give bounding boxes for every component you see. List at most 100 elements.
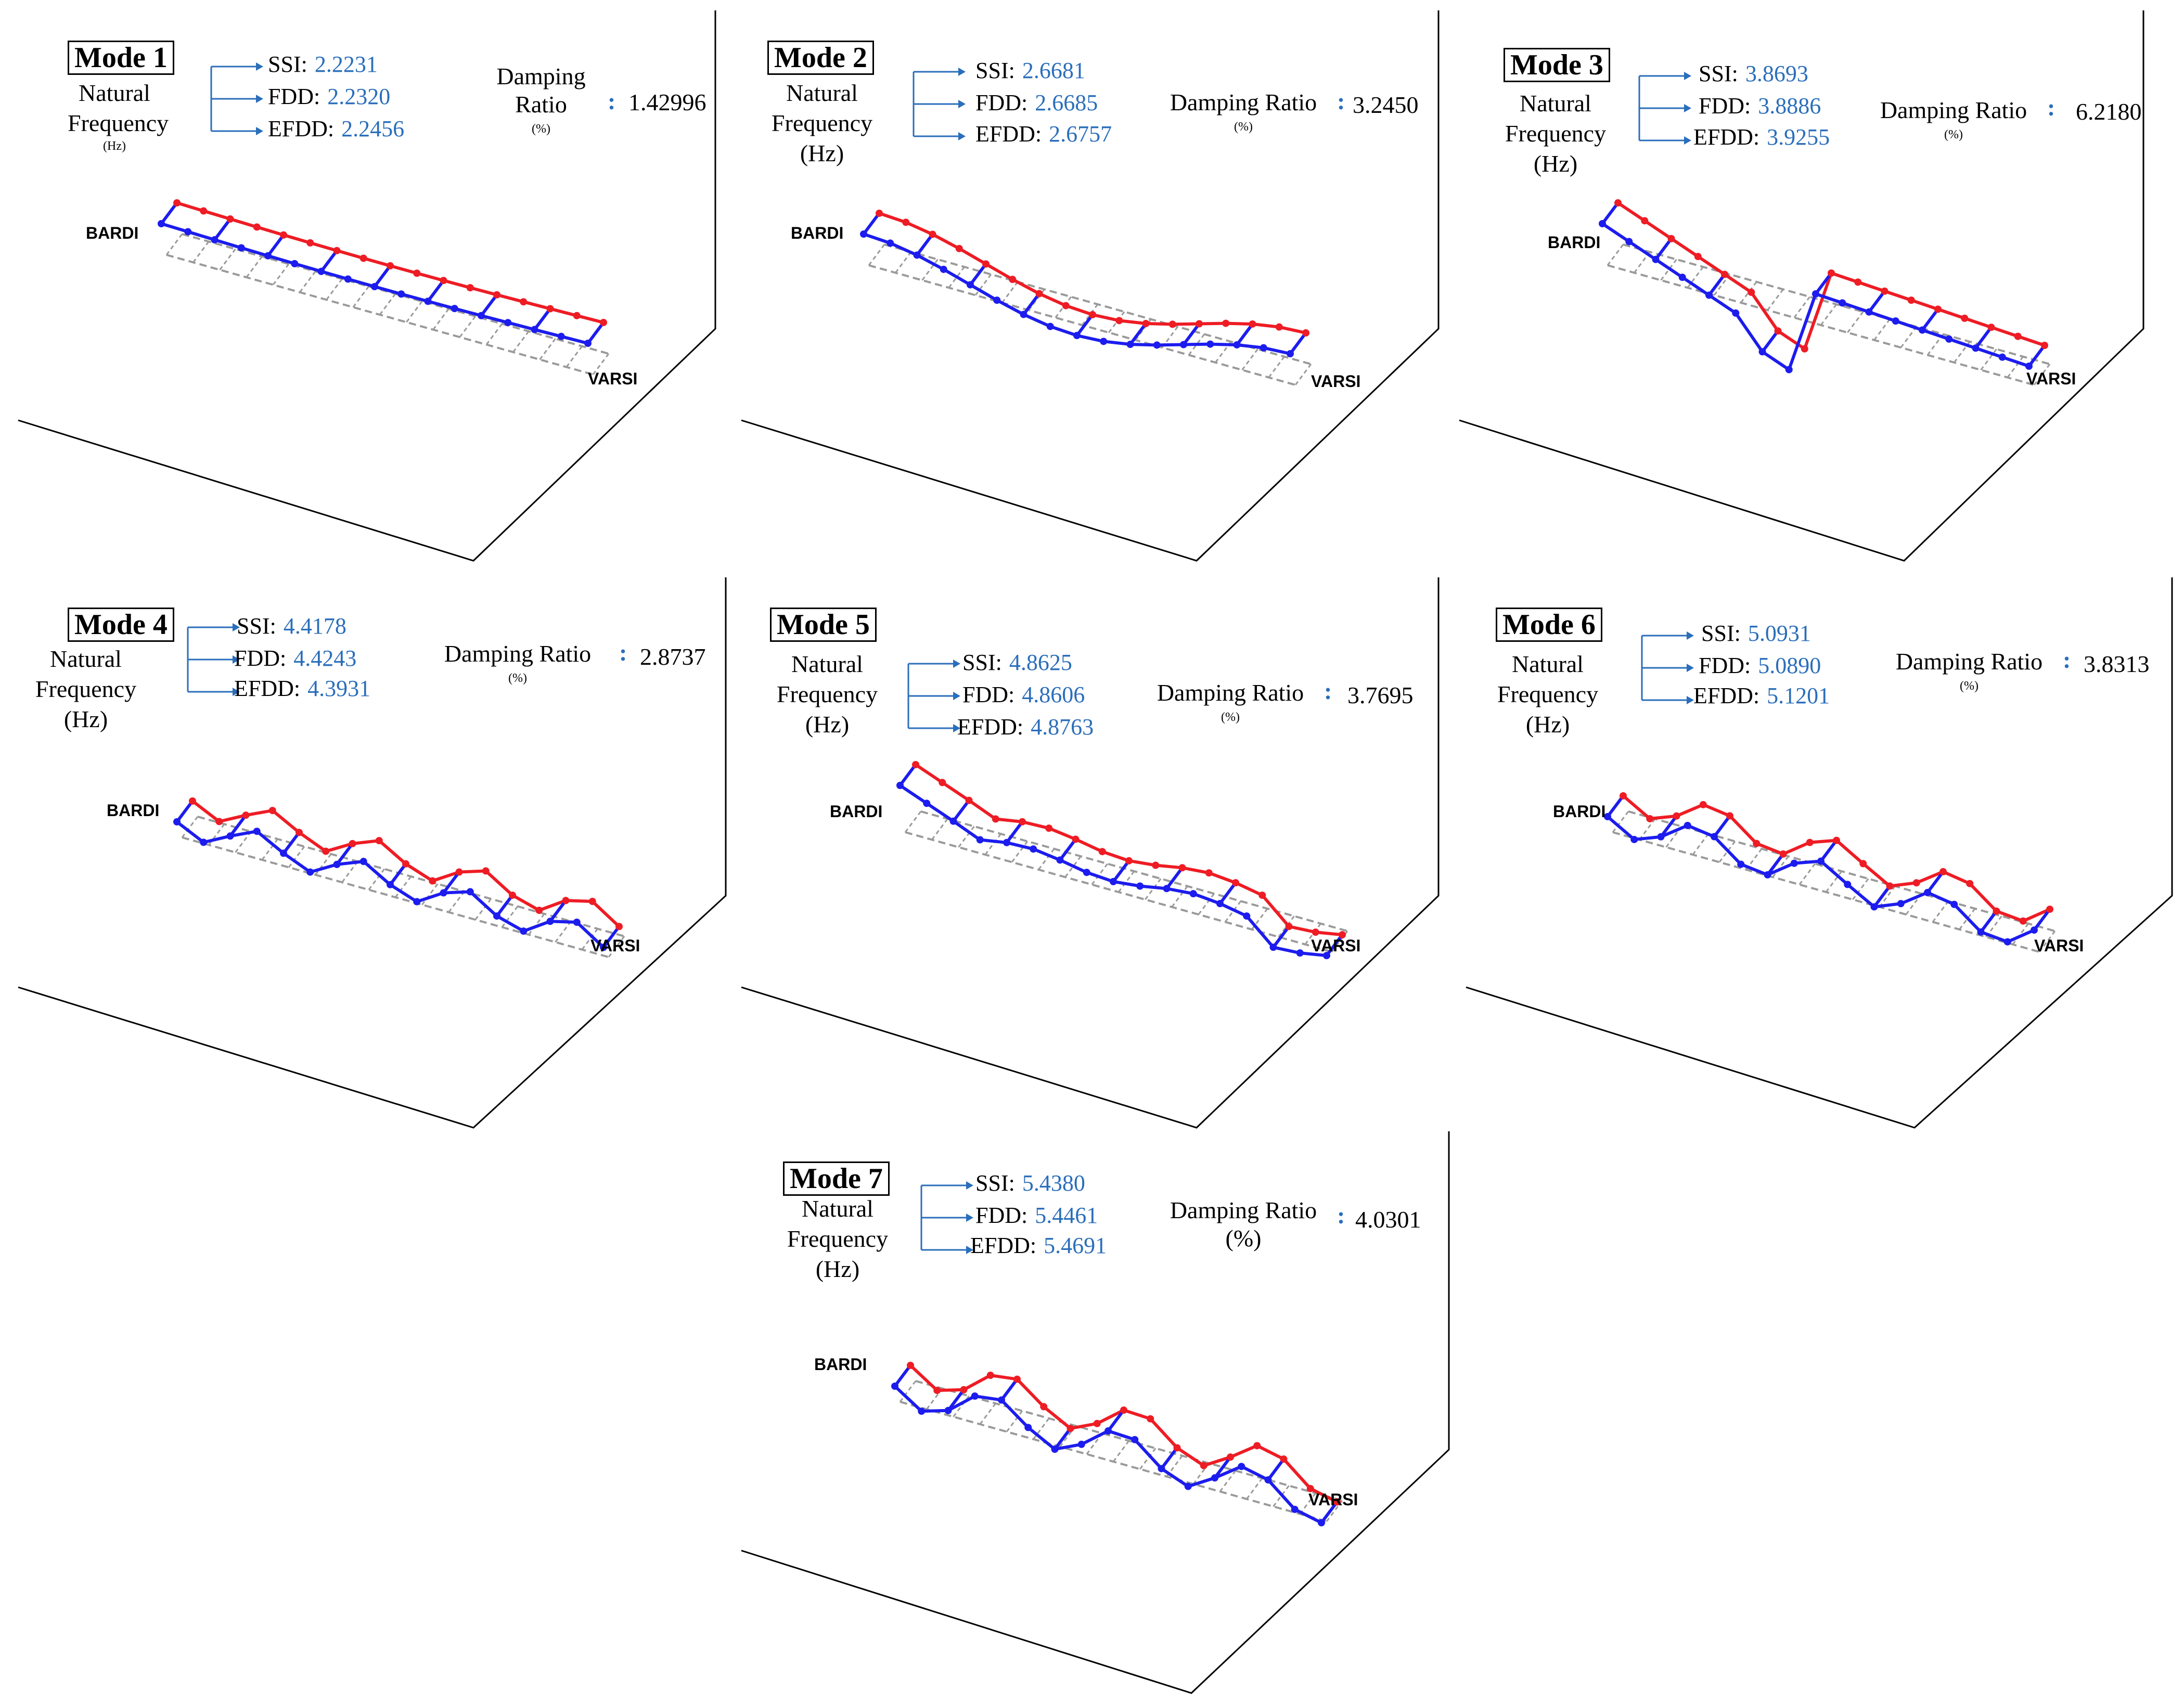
node-blue bbox=[1764, 871, 1771, 879]
node-blue bbox=[291, 260, 299, 267]
efdd-label: EFDD: bbox=[1693, 683, 1760, 708]
undeformed-rung bbox=[539, 338, 556, 360]
node-red bbox=[1249, 320, 1256, 328]
undeformed-rung bbox=[1900, 326, 1917, 348]
fdd-row: FDD: 5.4461 bbox=[975, 1202, 1098, 1229]
branch-arrows bbox=[187, 623, 240, 696]
undeformed-rung bbox=[272, 263, 290, 286]
node-red bbox=[929, 230, 936, 238]
node-blue bbox=[1073, 332, 1081, 339]
damping-ratio-label: Damping Ratio (%) bbox=[1139, 679, 1321, 728]
hz-unit: (Hz) bbox=[103, 139, 126, 153]
node-blue bbox=[253, 828, 261, 835]
node-blue bbox=[1892, 317, 1899, 325]
deformed-edge-red bbox=[915, 763, 1343, 937]
node-blue bbox=[1260, 344, 1267, 352]
mode-panel-7: Mode 7 Natural Frequency (Hz) SSI: 5.4380… bbox=[734, 1131, 1462, 1703]
deformed-edge-blue bbox=[899, 784, 1327, 958]
node-blue bbox=[478, 312, 485, 319]
node-blue bbox=[949, 817, 957, 825]
percent-unit: (%) bbox=[1234, 120, 1253, 134]
node-blue bbox=[1977, 928, 1985, 936]
deformed-rung bbox=[442, 871, 460, 894]
node-blue bbox=[1291, 1505, 1299, 1513]
efdd-value: 5.4691 bbox=[1044, 1233, 1107, 1258]
node-blue bbox=[451, 305, 458, 313]
node-blue bbox=[1100, 338, 1108, 345]
damping-colon: : bbox=[2063, 647, 2071, 673]
node-blue bbox=[998, 1396, 1005, 1404]
node-red bbox=[1699, 801, 1707, 808]
node-red bbox=[1667, 235, 1675, 242]
hz-unit: (Hz) bbox=[800, 140, 844, 166]
natural-frequency-label: Natural Frequency (Hz) bbox=[1491, 649, 1605, 740]
hz-unit: (Hz) bbox=[63, 706, 108, 732]
varsi-label: VARSI bbox=[588, 369, 638, 388]
deformed-rung bbox=[320, 249, 338, 273]
node-red bbox=[268, 807, 276, 815]
node-blue bbox=[371, 283, 378, 290]
damping-colon: : bbox=[2047, 94, 2055, 121]
node-red bbox=[322, 847, 330, 855]
deformed-rung bbox=[1980, 910, 1998, 933]
deformed-rung bbox=[1075, 314, 1094, 337]
node-red bbox=[1019, 818, 1026, 825]
node-red bbox=[1258, 892, 1266, 899]
branch-arrows bbox=[1641, 631, 1694, 704]
node-red bbox=[520, 298, 528, 306]
node-blue bbox=[1216, 900, 1224, 908]
bardi-label: BARDI bbox=[791, 224, 844, 242]
undeformed-rung bbox=[1767, 289, 1784, 311]
node-red bbox=[1147, 1415, 1154, 1423]
undeformed-rung bbox=[1798, 863, 1816, 885]
undeformed-rung bbox=[868, 244, 885, 266]
ssi-label: SSI: bbox=[237, 613, 276, 639]
efdd-label: EFDD: bbox=[234, 676, 301, 701]
fdd-value: 4.8606 bbox=[1022, 682, 1085, 707]
damping-colon: : bbox=[1337, 88, 1345, 114]
deformed-rung bbox=[2027, 344, 2046, 367]
node-red bbox=[440, 277, 447, 285]
deformed-rung bbox=[1267, 1458, 1285, 1481]
efdd-row: EFDD: 2.6757 bbox=[975, 121, 1112, 148]
ssi-row: SSI: 2.2231 bbox=[268, 51, 378, 78]
damping-ratio-word: Damping Ratio bbox=[1170, 1197, 1317, 1223]
node-red bbox=[535, 907, 543, 914]
deformed-rung bbox=[160, 202, 178, 225]
deformed-rung bbox=[373, 265, 392, 288]
undeformed-rung bbox=[1112, 1440, 1130, 1462]
node-blue bbox=[1625, 238, 1633, 246]
deformed-rung bbox=[1325, 934, 1344, 957]
deformed-rung bbox=[952, 799, 970, 822]
percent-unit: (%) bbox=[1944, 128, 1963, 141]
fdd-value: 2.2320 bbox=[327, 84, 391, 109]
ssi-value: 2.2231 bbox=[314, 51, 378, 77]
node-red bbox=[1200, 1462, 1207, 1469]
node-red bbox=[1098, 848, 1106, 856]
natural-word: Natural bbox=[802, 1195, 873, 1222]
fdd-row: FDD: 2.2320 bbox=[268, 83, 390, 110]
node-red bbox=[296, 829, 303, 836]
deformed-rung bbox=[1713, 815, 1731, 838]
node-blue bbox=[1839, 299, 1846, 307]
node-red bbox=[1196, 320, 1203, 328]
frequency-word: Frequency bbox=[1497, 681, 1599, 707]
deformed-rung bbox=[549, 899, 567, 923]
node-blue bbox=[1790, 859, 1798, 867]
mode-title: Mode 6 bbox=[1496, 608, 1602, 642]
node-red bbox=[1912, 879, 1920, 887]
node-blue bbox=[1785, 366, 1793, 373]
frequency-word: Frequency bbox=[1505, 120, 1607, 147]
node-blue bbox=[344, 275, 352, 283]
node-red bbox=[1120, 1406, 1127, 1414]
varsi-label: VARSI bbox=[1311, 936, 1361, 955]
node-blue bbox=[1136, 882, 1144, 890]
undeformed-rung bbox=[1873, 318, 1891, 341]
node-red bbox=[1961, 314, 1969, 322]
node-blue bbox=[237, 244, 245, 252]
node-blue bbox=[1077, 1440, 1085, 1448]
node-blue bbox=[600, 944, 607, 951]
damping-ratio-label: Damping Ratio (%) bbox=[489, 62, 593, 139]
node-red bbox=[306, 239, 314, 247]
node-red bbox=[933, 1387, 941, 1395]
